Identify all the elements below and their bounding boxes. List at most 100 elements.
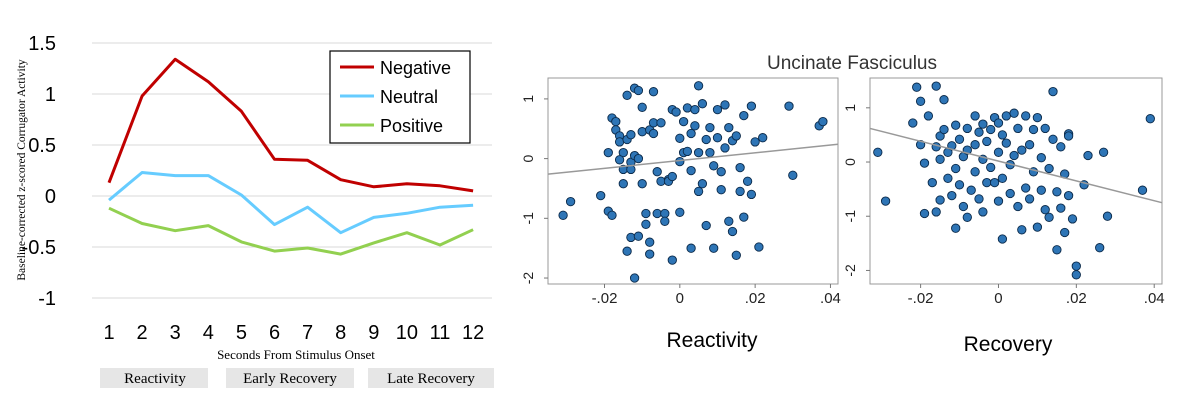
scatter-figure-title: Uncinate Fasciculus <box>767 53 937 74</box>
x-tick-label: 5 <box>236 322 247 344</box>
scatter-point <box>637 179 647 189</box>
y-tick-label: 0 <box>45 186 56 208</box>
scatter-point <box>908 118 918 128</box>
scatter-point <box>1009 150 1019 161</box>
scatter-point <box>746 189 757 200</box>
scatter-point <box>645 237 655 247</box>
scatter-point <box>873 147 883 157</box>
line-chart-x-axis-label: Seconds From Stimulus Onset <box>217 347 375 362</box>
scatter-point <box>784 101 794 111</box>
scatter-reactivity-x-label: Reactivity <box>666 329 758 352</box>
scatter-point <box>986 162 996 173</box>
scatter-point <box>939 124 949 135</box>
y-tick-label: 1 <box>520 95 536 103</box>
scatter-point <box>1024 140 1035 150</box>
scatter-point <box>1013 123 1023 134</box>
scatter-point <box>618 179 628 189</box>
scatter-point <box>818 116 828 127</box>
x-tick-label: .04 <box>1144 290 1165 307</box>
scatter-point <box>923 111 934 121</box>
phase-label-late-recovery: Late Recovery <box>387 371 475 387</box>
x-tick-label: 9 <box>368 322 379 344</box>
scatter-point <box>746 101 757 111</box>
x-tick-label: -.02 <box>908 290 934 307</box>
scatter-reactivity: Uncinate Fasciculus 1 0 -1 -2 -.02 0 .02 .04 R… <box>520 53 937 352</box>
scatter-point <box>1060 227 1070 238</box>
scatter-point <box>735 186 745 197</box>
scatter-point <box>1021 111 1031 121</box>
scatter-point <box>1001 111 1011 121</box>
y-tick-label: 1 <box>842 104 858 112</box>
legend-label-positive: Positive <box>380 116 443 136</box>
scatter-point <box>720 143 730 153</box>
scatter-point <box>935 195 945 205</box>
scatter-point <box>693 186 704 197</box>
line-chart-legend: Negative Neutral Positive <box>329 50 471 144</box>
scatter-reactivity-x-ticks: -.02 0 .02 .04 <box>592 284 841 307</box>
scatter-point <box>1048 134 1058 144</box>
scatter-recovery-points <box>873 81 1155 280</box>
scatter-point <box>1044 163 1054 174</box>
scatter-point <box>633 85 644 96</box>
scatter-point <box>675 133 685 143</box>
scatter-point <box>739 212 749 222</box>
scatter-point <box>915 140 926 150</box>
scatter-point <box>675 207 685 217</box>
scatter-point <box>558 210 568 220</box>
x-tick-label: 11 <box>430 322 451 344</box>
x-tick-label: 10 <box>396 322 418 344</box>
scatter-point <box>982 136 992 147</box>
scatter-point <box>645 249 655 259</box>
scatter-point <box>690 104 700 115</box>
scatter-reactivity-y-ticks: 1 0 -1 -2 <box>520 95 548 284</box>
scatter-point <box>993 147 1004 157</box>
scatter-point <box>1067 214 1078 224</box>
scatter-point <box>1028 124 1039 135</box>
scatter-point <box>954 134 965 144</box>
scatter-point <box>724 216 734 226</box>
line-chart-phase-labels: Reactivity Early Recovery Late Recovery <box>100 368 494 388</box>
scatter-point <box>1102 211 1113 221</box>
scatter-point <box>648 128 659 139</box>
scatter-point <box>709 161 719 171</box>
scatter-point <box>962 212 972 222</box>
scatter-point <box>607 210 617 220</box>
scatter-point <box>1056 142 1066 152</box>
scatter-point <box>731 131 741 141</box>
scatter-point <box>931 207 941 217</box>
x-tick-label: 4 <box>203 322 214 344</box>
scatter-point <box>622 246 632 256</box>
scatter-point <box>1036 185 1046 195</box>
x-tick-label: 7 <box>302 322 313 344</box>
y-tick-label: -1 <box>842 210 858 223</box>
y-tick-label: -1 <box>38 288 56 310</box>
series-line-positive <box>108 206 474 256</box>
scatter-point <box>935 154 945 164</box>
scatter-point <box>750 137 760 147</box>
scatter-point <box>970 111 980 121</box>
scatter-point <box>596 190 606 201</box>
scatter-point <box>989 177 1000 188</box>
scatter-point <box>678 116 689 127</box>
line-chart-y-tick-labels: 1.5 1 0.5 0 -0.5 -1 <box>22 33 56 310</box>
scatter-point <box>686 165 696 176</box>
scatter-point <box>1032 222 1043 232</box>
scatter-point <box>720 100 730 110</box>
scatter-point <box>919 208 930 219</box>
scatter-point <box>652 167 662 177</box>
scatter-point <box>622 90 632 100</box>
scatter-point <box>614 155 625 165</box>
scatter-point <box>731 250 741 260</box>
scatter-point <box>954 180 965 190</box>
y-tick-label: -2 <box>520 272 536 285</box>
scatter-point <box>966 185 976 195</box>
scatter-point <box>758 133 768 143</box>
y-tick-label: 1.5 <box>28 33 56 55</box>
x-tick-label: .04 <box>820 290 841 307</box>
scatter-point <box>1001 138 1011 148</box>
scatter-point <box>974 127 984 137</box>
y-tick-label: 0.5 <box>28 135 56 157</box>
scatter-point <box>1095 243 1105 253</box>
x-tick-label: .02 <box>745 290 766 307</box>
y-tick-label: 0 <box>520 155 536 163</box>
